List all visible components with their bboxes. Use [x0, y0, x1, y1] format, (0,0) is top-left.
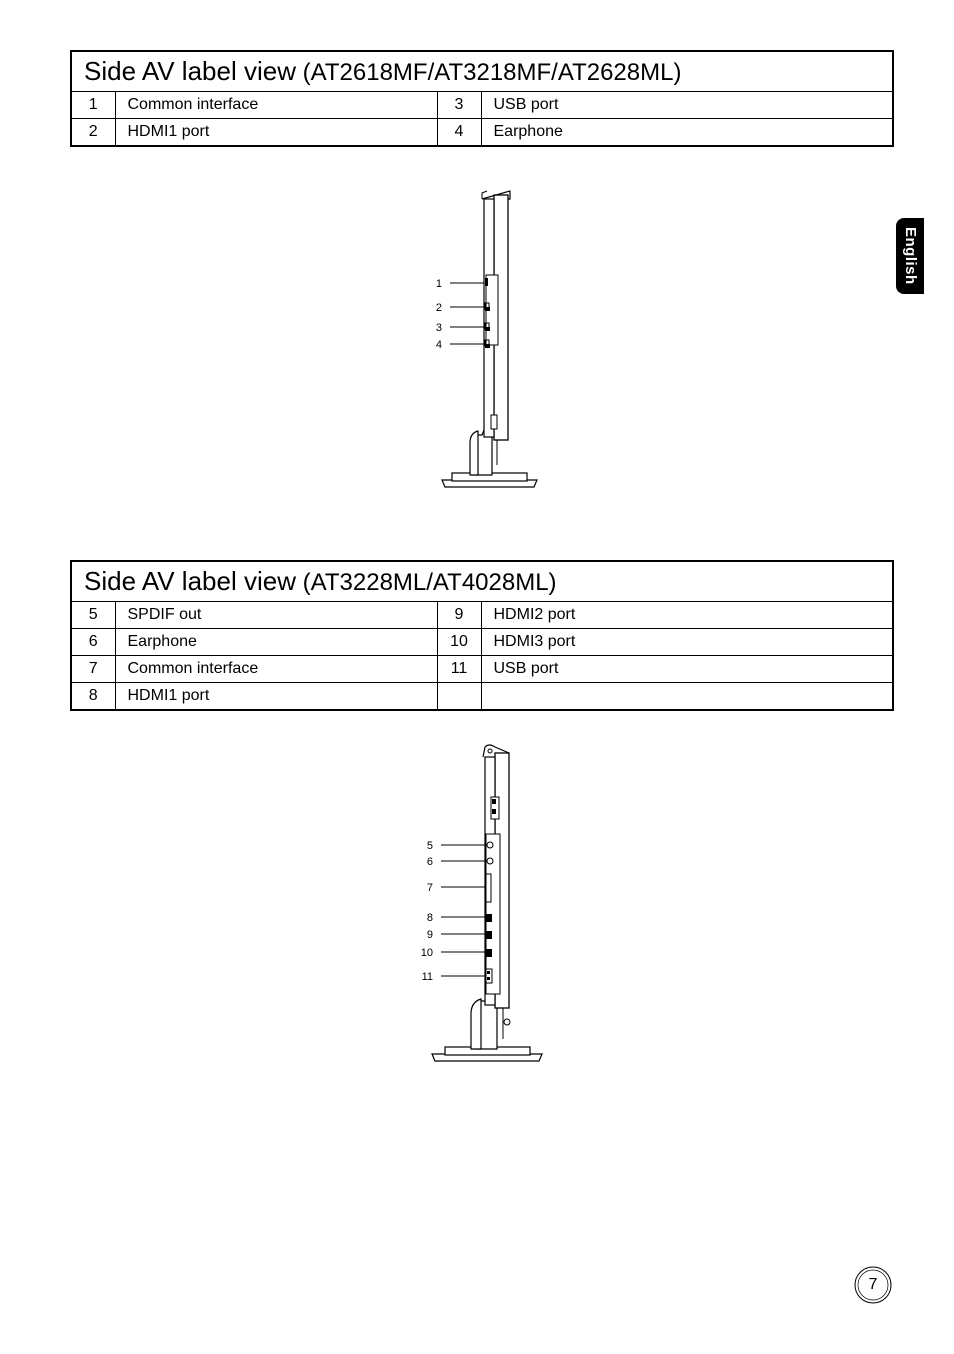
callout-1: 1	[436, 278, 442, 290]
callout-3: 3	[436, 322, 442, 334]
table-row: 1 Common interface 3 USB port	[71, 92, 893, 119]
cell-label: USB port	[481, 92, 893, 119]
section2-title: Side AV label view (AT3228ML/AT4028ML)	[71, 561, 893, 602]
table-row: 7 Common interface 11 USB port	[71, 656, 893, 683]
cell-num	[437, 683, 481, 711]
cell-num: 5	[71, 602, 115, 629]
callout-4: 4	[436, 339, 442, 351]
section2-title-main: Side AV label view	[84, 566, 296, 596]
callout-5: 5	[427, 840, 433, 852]
cell-label: Earphone	[481, 119, 893, 147]
cell-label: USB port	[481, 656, 893, 683]
cell-label: HDMI1 port	[115, 119, 437, 147]
callout-2: 2	[436, 302, 442, 314]
cell-num: 11	[437, 656, 481, 683]
table-row: 2 HDMI1 port 4 Earphone	[71, 119, 893, 147]
section2-table: Side AV label view (AT3228ML/AT4028ML) 5…	[70, 560, 894, 711]
callout-6: 6	[427, 856, 433, 868]
cell-label: SPDIF out	[115, 602, 437, 629]
cell-label: Common interface	[115, 92, 437, 119]
callout-9: 9	[427, 929, 433, 941]
callout-11: 11	[422, 971, 433, 983]
table-row: 5 SPDIF out 9 HDMI2 port	[71, 602, 893, 629]
language-tab: English	[896, 218, 924, 294]
callout-7: 7	[427, 882, 433, 894]
section1-diagram: 1 2 3 4	[70, 175, 894, 500]
callout-8: 8	[427, 912, 433, 924]
cell-num: 3	[437, 92, 481, 119]
tv-side-diagram-1-icon: 1 2 3 4	[382, 175, 582, 495]
cell-label: HDMI3 port	[481, 629, 893, 656]
cell-num: 7	[71, 656, 115, 683]
cell-num: 6	[71, 629, 115, 656]
table-row: 8 HDMI1 port	[71, 683, 893, 711]
cell-label: HDMI2 port	[481, 602, 893, 629]
section2-diagram: 5 6 7 8 9 10 11	[70, 739, 894, 1074]
section1-title-main: Side AV label view	[84, 56, 296, 86]
table-row: 6 Earphone 10 HDMI3 port	[71, 629, 893, 656]
cell-num: 4	[437, 119, 481, 147]
page-number-badge: 7	[852, 1264, 894, 1306]
cell-label: HDMI1 port	[115, 683, 437, 711]
callout-10: 10	[421, 947, 433, 959]
tv-side-diagram-2-icon: 5 6 7 8 9 10 11	[377, 739, 587, 1069]
section1-title-sub: (AT2618MF/AT3218MF/AT2628ML)	[296, 59, 681, 86]
section1-title: Side AV label view (AT2618MF/AT3218MF/AT…	[71, 51, 893, 92]
cell-label: Earphone	[115, 629, 437, 656]
cell-num: 1	[71, 92, 115, 119]
cell-label: Common interface	[115, 656, 437, 683]
cell-num: 9	[437, 602, 481, 629]
section2-title-sub: (AT3228ML/AT4028ML)	[296, 569, 557, 596]
section1-table: Side AV label view (AT2618MF/AT3218MF/AT…	[70, 50, 894, 147]
page-number: 7	[869, 1276, 878, 1294]
cell-num: 8	[71, 683, 115, 711]
cell-label	[481, 683, 893, 711]
cell-num: 10	[437, 629, 481, 656]
cell-num: 2	[71, 119, 115, 147]
